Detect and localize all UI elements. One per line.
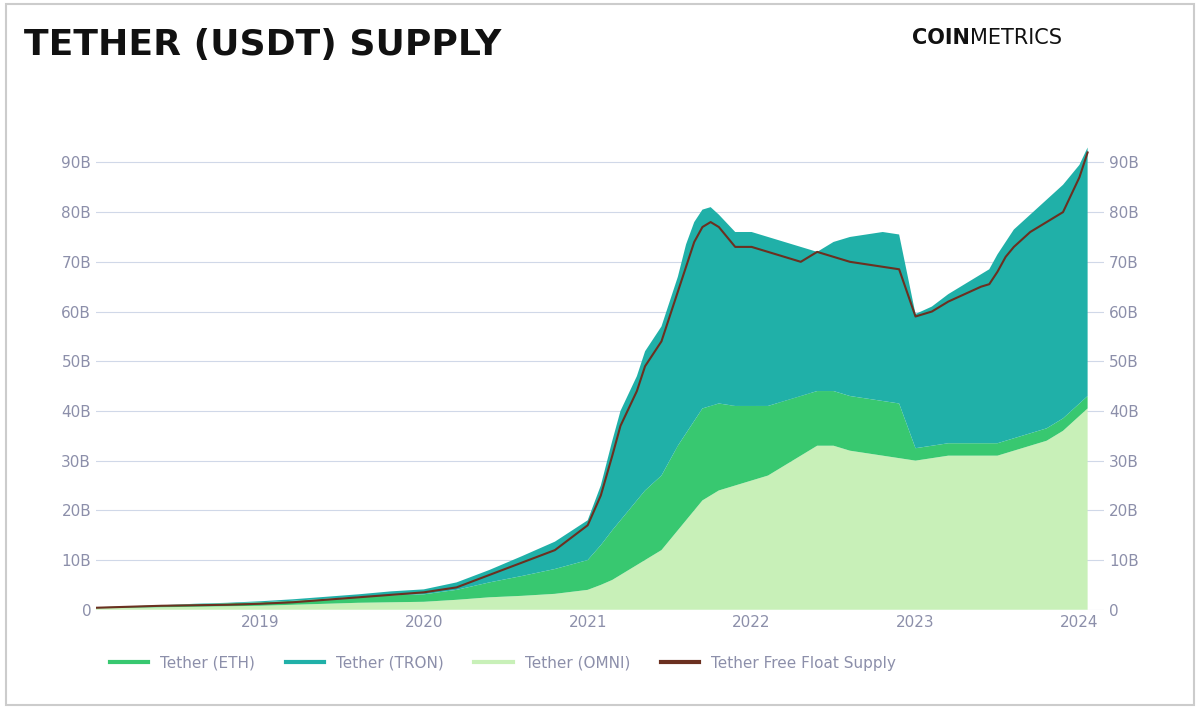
Text: METRICS: METRICS	[970, 28, 1062, 48]
Text: CM: CM	[652, 386, 810, 467]
Legend: Tether (ETH), Tether (TRON), Tether (OMNI), Tether Free Float Supply: Tether (ETH), Tether (TRON), Tether (OMN…	[103, 649, 902, 677]
Text: TETHER (USDT) SUPPLY: TETHER (USDT) SUPPLY	[24, 28, 502, 62]
Text: COIN: COIN	[912, 28, 970, 48]
